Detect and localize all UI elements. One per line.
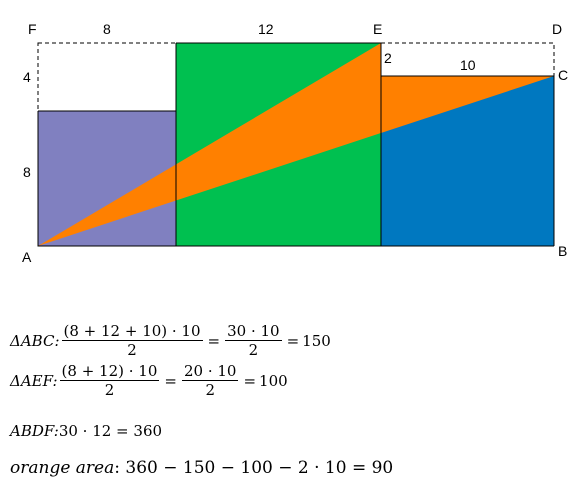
formula-label: ΔAEF: [10,371,58,390]
point-label-e: E [373,21,382,37]
fraction-denominator: 2 [127,341,137,359]
formula-expression: 30 · 12 = 360 [58,422,163,440]
point-label-a: A [22,249,32,265]
formula-orange-area: orange area : 360 − 150 − 100 − 2 · 10 =… [10,458,393,478]
formula-label: ΔABC: [10,331,60,350]
point-label-b: B [558,243,567,259]
dimension-label-left-top: 4 [23,69,31,85]
fraction: (8 + 12 + 10) · 10 2 [61,322,203,359]
formula-triangle-aef: ΔAEF: (8 + 12) · 10 2 = 20 · 10 2 = 100 [10,362,288,399]
formula-expression: : 360 − 150 − 100 − 2 · 10 = 90 [114,458,394,478]
dimension-label-top-left: 8 [103,21,111,37]
formula-label: orange area [10,458,115,478]
equals-sign: = [207,331,221,350]
point-label-d: D [552,21,562,37]
point-label-f: F [28,21,37,37]
fraction: (8 + 12) · 10 2 [59,362,160,399]
formula-result: 150 [302,331,331,350]
fraction: 20 · 10 2 [181,362,239,399]
fraction-denominator: 2 [248,341,259,359]
fraction-numerator: 30 · 10 [225,322,282,341]
fraction-numerator: 20 · 10 [181,362,239,381]
fraction-denominator: 2 [205,381,215,399]
equals-sign: = [164,371,177,390]
formula-rectangle-abdf: ABDF: 30 · 12 = 360 [10,422,162,440]
orange-region [38,43,554,246]
fraction: 30 · 10 2 [225,322,282,359]
dimension-label-right-top: 10 [460,57,476,73]
geometry-figure: F E D C B A 8 12 4 8 2 10 [22,21,568,265]
dimension-label-top-mid: 12 [258,21,274,37]
fraction-denominator: 2 [104,381,115,399]
fraction-numerator: (8 + 12 + 10) · 10 [61,322,203,341]
point-label-c: C [558,67,568,83]
equals-sign: = [286,331,300,350]
formula-triangle-abc: ΔABC: (8 + 12 + 10) · 10 2 = 30 · 10 2 =… [10,322,331,359]
dimension-label-left-bottom: 8 [23,164,31,180]
equals-sign: = [243,371,257,390]
fraction-numerator: (8 + 12) · 10 [59,362,160,381]
formula-result: 100 [259,371,288,390]
formula-label: ABDF: [10,422,59,440]
dimension-label-right-small: 2 [384,50,392,66]
